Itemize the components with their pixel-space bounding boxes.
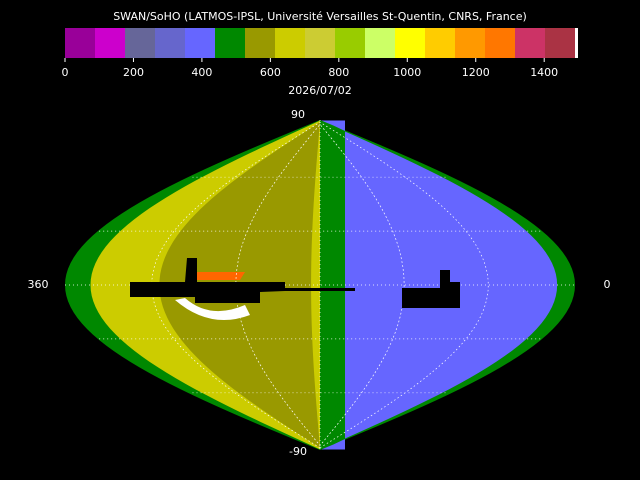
title: SWAN/SoHO (LATMOS-IPSL, Université Versa…: [113, 10, 527, 23]
colorbar-swatch: [275, 28, 306, 58]
colorbar-end: [575, 28, 578, 58]
bottom-label: -90: [289, 445, 307, 458]
colorbar-tick-label: 0: [62, 66, 69, 79]
data-gap: [130, 258, 355, 303]
colorbar-swatch: [335, 28, 366, 58]
highlight: [175, 298, 250, 320]
top-label: 90: [291, 108, 305, 121]
colorbar-swatch: [365, 28, 396, 58]
colorbar-swatch: [395, 28, 426, 58]
colorbar: 0 200 400 600 800 1000 1200 1400: [62, 28, 578, 79]
central-band: [320, 120, 345, 450]
colorbar-tick-label: 600: [260, 66, 281, 79]
colorbar-swatch: [515, 28, 546, 58]
colorbar-tick-label: 800: [328, 66, 349, 79]
colorbar-swatch: [455, 28, 486, 58]
date: 2026/07/02: [288, 84, 351, 97]
colorbar-tick-label: 1400: [530, 66, 558, 79]
sky-map: [65, 120, 575, 450]
colorbar-tick-label: 1200: [462, 66, 490, 79]
colorbar-swatch: [245, 28, 276, 58]
data-gap: [402, 270, 460, 308]
right-label: 0: [604, 278, 611, 291]
colorbar-swatch: [215, 28, 246, 58]
left-label: 360: [28, 278, 49, 291]
colorbar-swatch: [425, 28, 456, 58]
grid-line: [319, 121, 489, 449]
highlight: [195, 272, 245, 280]
colorbar-swatch: [125, 28, 156, 58]
colorbar-tick-label: 200: [123, 66, 144, 79]
colorbar-swatch: [485, 28, 516, 58]
colorbar-tick-label: 400: [191, 66, 212, 79]
colorbar-swatch: [185, 28, 216, 58]
colorbar-swatch: [155, 28, 186, 58]
colorbar-swatch: [545, 28, 576, 58]
colorbar-swatch: [65, 28, 96, 58]
colorbar-swatch: [305, 28, 336, 58]
colorbar-tick-label: 1000: [393, 66, 421, 79]
colorbar-swatch: [95, 28, 126, 58]
right-region: [320, 120, 558, 450]
